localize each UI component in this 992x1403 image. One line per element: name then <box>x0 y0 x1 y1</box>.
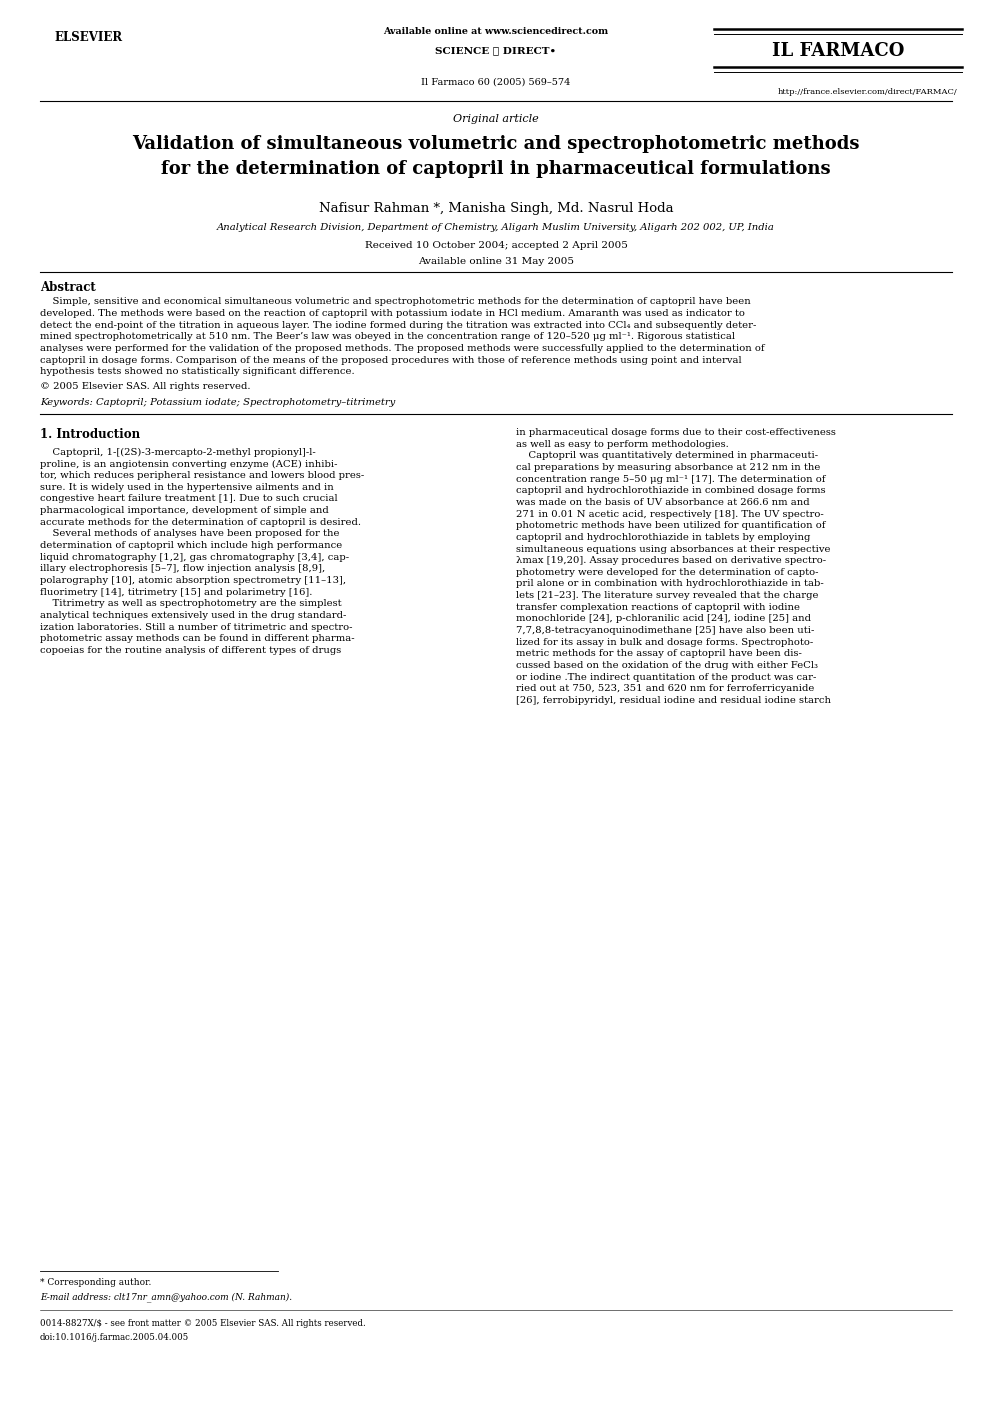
Text: http://france.elsevier.com/direct/FARMAC/: http://france.elsevier.com/direct/FARMAC… <box>778 88 957 97</box>
Text: Il Farmaco 60 (2005) 569–574: Il Farmaco 60 (2005) 569–574 <box>422 77 570 86</box>
Text: 0014-8827X/$ - see front matter © 2005 Elsevier SAS. All rights reserved.: 0014-8827X/$ - see front matter © 2005 E… <box>40 1319 365 1327</box>
Text: Available online at www.sciencedirect.com: Available online at www.sciencedirect.co… <box>384 27 608 35</box>
Text: Received 10 October 2004; accepted 2 April 2005: Received 10 October 2004; accepted 2 Apr… <box>365 241 627 250</box>
Text: Analytical Research Division, Department of Chemistry, Aligarh Muslim University: Analytical Research Division, Department… <box>217 223 775 231</box>
Text: * Corresponding author.: * Corresponding author. <box>40 1278 151 1287</box>
Text: IL FARMACO: IL FARMACO <box>772 42 905 60</box>
Text: SCIENCE ⓐ DIRECT•: SCIENCE ⓐ DIRECT• <box>435 46 557 55</box>
Text: Captopril, 1-[(2S)-3-mercapto-2-methyl propionyl]-l-
proline, is an angiotensin : Captopril, 1-[(2S)-3-mercapto-2-methyl p… <box>40 448 364 655</box>
Text: for the determination of captopril in pharmaceutical formulations: for the determination of captopril in ph… <box>161 160 831 178</box>
Text: Abstract: Abstract <box>40 281 95 293</box>
Text: 1. Introduction: 1. Introduction <box>40 428 140 441</box>
Text: © 2005 Elsevier SAS. All rights reserved.: © 2005 Elsevier SAS. All rights reserved… <box>40 382 250 390</box>
Text: Simple, sensitive and economical simultaneous volumetric and spectrophotometric : Simple, sensitive and economical simulta… <box>40 297 764 376</box>
Text: Keywords: Captopril; Potassium iodate; Spectrophotometry–titrimetry: Keywords: Captopril; Potassium iodate; S… <box>40 398 395 407</box>
Text: Available online 31 May 2005: Available online 31 May 2005 <box>418 257 574 265</box>
Text: Original article: Original article <box>453 114 539 123</box>
Text: Nafisur Rahman *, Manisha Singh, Md. Nasrul Hoda: Nafisur Rahman *, Manisha Singh, Md. Nas… <box>318 202 674 215</box>
Text: ELSEVIER: ELSEVIER <box>55 31 123 43</box>
Text: doi:10.1016/j.farmac.2005.04.005: doi:10.1016/j.farmac.2005.04.005 <box>40 1333 188 1341</box>
Text: in pharmaceutical dosage forms due to their cost-effectiveness
as well as easy t: in pharmaceutical dosage forms due to th… <box>516 428 835 706</box>
Text: Validation of simultaneous volumetric and spectrophotometric methods: Validation of simultaneous volumetric an… <box>132 135 860 153</box>
Text: E-mail address: clt17nr_amn@yahoo.com (N. Rahman).: E-mail address: clt17nr_amn@yahoo.com (N… <box>40 1292 292 1302</box>
